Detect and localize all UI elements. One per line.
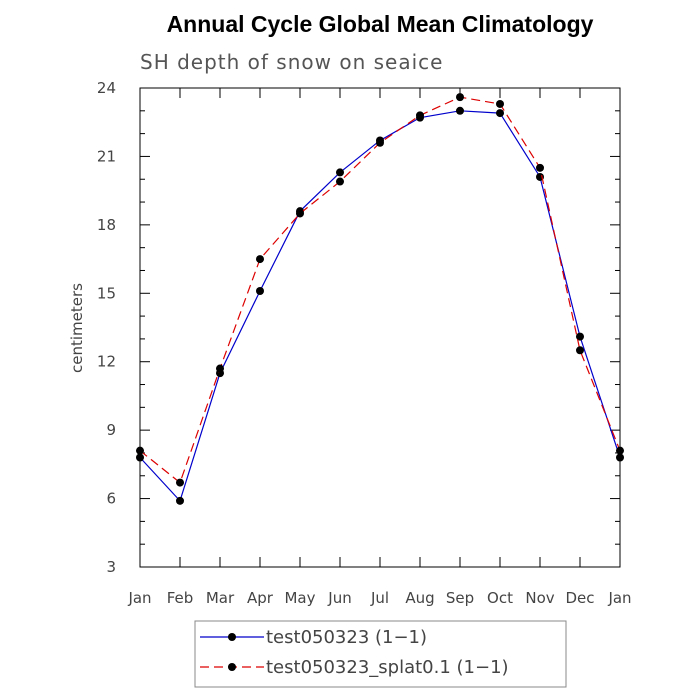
chart-subtitle: SH depth of snow on seaice: [140, 50, 443, 74]
legend-label-1: test050323 (1−1): [266, 627, 427, 648]
plot-frame: [139, 87, 621, 568]
x-tick-label: Sep: [446, 589, 474, 607]
x-tick-label: Jan: [607, 589, 631, 607]
chart-title: Annual Cycle Global Mean Climatology: [167, 11, 594, 37]
series-2-point: [616, 446, 624, 455]
series-2-point: [536, 163, 544, 172]
series-2-point: [176, 478, 184, 487]
axes-group: 3 6 9 12 15 18 21 24 Jan Feb Mar Apr May Jun Jul Aug Sep…: [97, 79, 632, 607]
legend: test050323 (1−1) test050323_splat0.1 (1−1…: [194, 620, 567, 688]
y-tick-label: 3: [106, 558, 116, 576]
x-tick-label: Oct: [487, 589, 513, 607]
series-2-point: [576, 346, 584, 355]
x-tick-label: Dec: [565, 589, 594, 607]
series-2-point: [296, 209, 304, 218]
x-tick-label: May: [284, 589, 315, 607]
series-2-point: [216, 364, 224, 373]
x-tick-label: Apr: [247, 589, 274, 607]
series-1-point: [456, 106, 464, 115]
series-line-1: [139, 110, 621, 503]
series-1-point: [136, 453, 144, 462]
legend-box: [194, 620, 567, 688]
series-1-point: [176, 496, 184, 505]
series-2-point: [416, 111, 424, 120]
series-1-point: [496, 109, 504, 118]
y-tick-label: 24: [97, 79, 116, 97]
series-1-point: [336, 168, 344, 177]
y-tick-label: 18: [97, 216, 116, 234]
x-tick-label: Feb: [167, 589, 194, 607]
y-tick-label: 15: [97, 284, 116, 302]
y-tick-label: 12: [97, 353, 116, 371]
y-tick-label: 6: [106, 490, 116, 508]
series-1-point: [256, 287, 264, 296]
series-1-point: [616, 453, 624, 462]
y-axis-label: centimeters: [68, 283, 86, 373]
series-2-point: [456, 93, 464, 102]
y-tick-label: 9: [106, 421, 116, 439]
series-2-point: [256, 255, 264, 264]
x-tick-label: Jan: [127, 589, 151, 607]
series-line-2: [139, 96, 621, 484]
y-tick-label: 21: [97, 147, 116, 165]
series-group: [136, 93, 624, 505]
series-2-point: [376, 138, 384, 147]
series-1-point: [576, 332, 584, 341]
series-2-point: [336, 177, 344, 186]
legend-marker-1: [228, 633, 236, 641]
legend-marker-2: [228, 663, 236, 671]
x-tick-label: Mar: [206, 589, 235, 607]
x-tick-label: Jun: [327, 589, 351, 607]
series-2-point: [136, 446, 144, 455]
x-tick-label: Jul: [370, 589, 389, 607]
legend-label-2: test050323_splat0.1 (1−1): [266, 657, 509, 678]
x-tick-label: Nov: [525, 589, 554, 607]
series-2-point: [496, 99, 504, 108]
x-tick-label: Aug: [405, 589, 434, 607]
